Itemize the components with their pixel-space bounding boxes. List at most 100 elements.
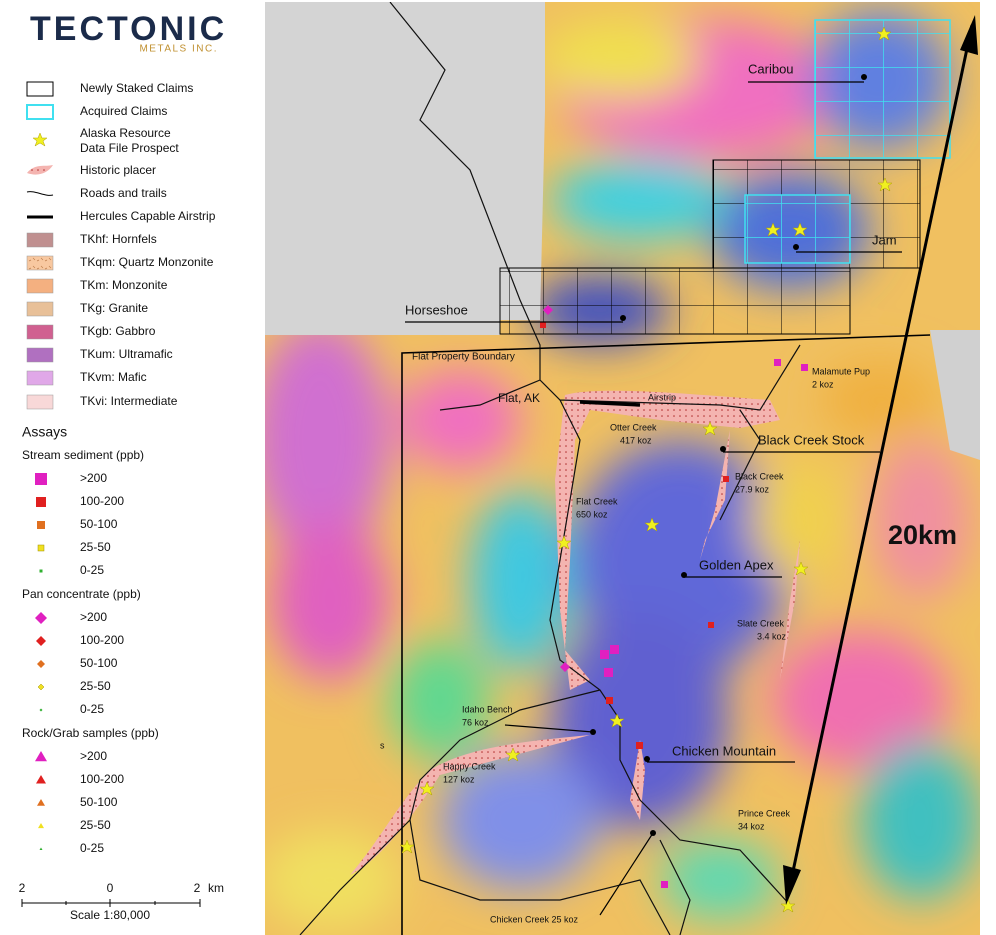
map-feature bbox=[550, 610, 730, 830]
map-feature bbox=[620, 315, 626, 321]
legend-symbol bbox=[39, 569, 43, 573]
legend-symbol bbox=[39, 847, 43, 851]
samples bbox=[543, 305, 808, 888]
claim-label: Chicken Mountain bbox=[672, 743, 776, 758]
deposit-size: 2 koz bbox=[812, 379, 834, 389]
claim-label: Black Creek Stock bbox=[758, 432, 865, 447]
place-label: Flat Property Boundary bbox=[412, 352, 515, 363]
legend-label: 0-25 bbox=[80, 563, 104, 577]
map-feature bbox=[860, 740, 980, 900]
legend-swatch bbox=[26, 104, 54, 120]
map-feature bbox=[820, 360, 940, 440]
legend-symbol bbox=[37, 521, 45, 529]
acquired-claims bbox=[814, 19, 951, 159]
legend-label: >200 bbox=[80, 749, 107, 763]
map-feature bbox=[801, 364, 808, 371]
map-feature bbox=[610, 645, 619, 654]
map-feature bbox=[600, 650, 609, 659]
legend-symbol bbox=[36, 636, 46, 646]
deposit-name: Flat Creek bbox=[576, 496, 618, 506]
legend-label: 25-50 bbox=[80, 679, 111, 693]
map-feature bbox=[504, 724, 594, 733]
deposit-name: Prince Creek bbox=[738, 808, 791, 818]
legend-symbol bbox=[37, 660, 45, 668]
legend-label: Historic placer bbox=[80, 163, 156, 177]
claim-label: Jam bbox=[872, 232, 897, 247]
deposit-size: 76 koz bbox=[462, 717, 489, 727]
deposit-size: 34 koz bbox=[738, 821, 765, 831]
legend-label: 50-100 bbox=[80, 795, 118, 809]
legend-symbol bbox=[36, 775, 46, 784]
deposit-name: Slate Creek bbox=[737, 618, 785, 628]
deposit-name: Idaho Bench bbox=[462, 704, 513, 714]
legend-label: TKm: Monzonite bbox=[80, 278, 168, 292]
legend-label: 100-200 bbox=[80, 772, 124, 786]
legend-label: 25-50 bbox=[80, 818, 111, 832]
deposit-name: Otter Creek bbox=[610, 422, 657, 432]
map-feature bbox=[550, 160, 730, 240]
map-feature bbox=[861, 74, 867, 80]
newly-staked-claims bbox=[499, 267, 851, 335]
legend-symbol bbox=[35, 612, 47, 624]
legend-star bbox=[32, 132, 48, 147]
legend-swatch bbox=[26, 370, 54, 386]
historic-placer bbox=[350, 430, 800, 875]
claim-label: Horseshoe bbox=[405, 302, 468, 317]
map-feature bbox=[440, 750, 600, 890]
deposit-size: 650 koz bbox=[576, 509, 608, 519]
legend-road bbox=[26, 191, 54, 196]
legend-label: Alaska Resource bbox=[80, 126, 171, 140]
legend-label: Hercules Capable Airstrip bbox=[80, 209, 216, 223]
legend-symbol bbox=[37, 799, 45, 806]
map-feature bbox=[21, 899, 201, 907]
deposit-size: 27.9 koz bbox=[735, 484, 770, 494]
hillshade bbox=[930, 330, 980, 460]
prospects bbox=[399, 26, 893, 913]
deposit-size: 417 koz bbox=[620, 435, 652, 445]
legend-label: 0-25 bbox=[80, 841, 104, 855]
legend-label: Data File Prospect bbox=[80, 141, 179, 155]
legend-symbol bbox=[35, 751, 47, 762]
legend-label: 100-200 bbox=[80, 494, 124, 508]
map-feature bbox=[604, 668, 613, 677]
legend-swatch bbox=[26, 394, 54, 410]
legend-label: Newly Staked Claims bbox=[80, 81, 193, 95]
legend-symbol bbox=[37, 683, 45, 691]
map-feature bbox=[770, 630, 950, 770]
map-feature bbox=[265, 320, 390, 560]
map-feature bbox=[720, 446, 726, 452]
legend-label: 50-100 bbox=[80, 517, 118, 531]
legend-symbol bbox=[35, 473, 47, 485]
map-feature bbox=[390, 640, 490, 760]
deposit-size: 127 koz bbox=[443, 774, 475, 784]
distance-label: 20km bbox=[888, 520, 957, 550]
legend-label: 0-25 bbox=[80, 702, 104, 716]
scale-label: Scale 1:80,000 bbox=[70, 908, 150, 922]
legend-label: TKum: Ultramafic bbox=[80, 347, 173, 361]
scale-tick: 0 bbox=[107, 881, 114, 895]
legend-swatch bbox=[26, 278, 54, 294]
legend-swatch bbox=[26, 81, 54, 97]
claim-label: Golden Apex bbox=[699, 557, 774, 572]
legend-label: 100-200 bbox=[80, 633, 124, 647]
scale-tick: 2 bbox=[194, 881, 201, 895]
historic-placer bbox=[555, 390, 780, 690]
deposit-name: Happy Creek bbox=[443, 761, 496, 771]
map-feature bbox=[793, 244, 799, 250]
legend-label: >200 bbox=[80, 610, 107, 624]
map-feature bbox=[540, 20, 700, 100]
legend-label: TKqm: Quartz Monzonite bbox=[80, 255, 214, 269]
legend-label: >200 bbox=[80, 471, 107, 485]
map-feature bbox=[270, 520, 390, 680]
deposit-size: 3.4 koz bbox=[757, 631, 787, 641]
legend-label: TKvi: Intermediate bbox=[80, 394, 178, 408]
map-feature bbox=[750, 460, 850, 580]
legend-symbol bbox=[38, 823, 44, 829]
legend-swatch bbox=[26, 301, 54, 317]
legend-label: TKgb: Gabbro bbox=[80, 324, 156, 338]
deposit-name: Malamute Pup bbox=[812, 366, 870, 376]
map: Caribou Jam Horseshoe Black Creek Stock … bbox=[265, 2, 980, 935]
map-feature bbox=[599, 832, 654, 916]
